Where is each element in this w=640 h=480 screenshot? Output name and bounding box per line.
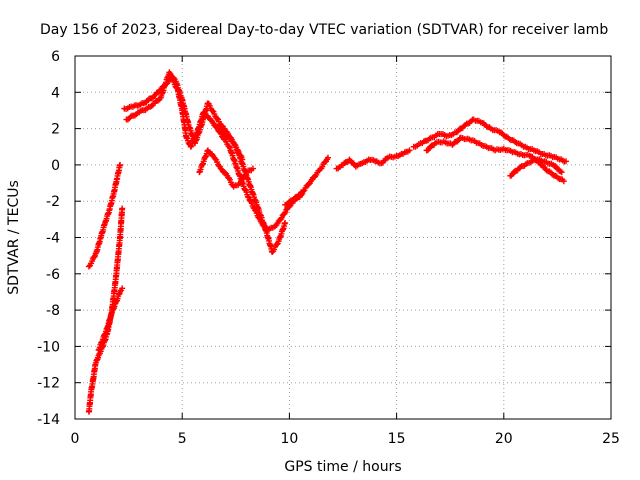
data-point [237,180,244,187]
y-tick-label: -6 [46,267,60,283]
y-tick-label: -8 [46,303,60,319]
y-tick-label: -2 [46,194,60,210]
data-point-interp [244,193,251,200]
x-tick-label: 5 [178,431,187,447]
series-arc-gap [333,147,413,172]
data-point-interp [214,115,221,122]
x-axis-title: GPS time / hours [284,459,401,475]
series-arc-mid [282,154,331,208]
series-arc-late-b [423,134,567,185]
x-tick-label: 10 [280,431,298,447]
y-tick-label: -4 [46,231,60,247]
data-point [119,285,126,292]
x-tick-label: 15 [388,431,406,447]
data-point [239,156,246,163]
data-point [562,158,569,165]
data-point-interp [454,138,461,145]
data-point [183,134,190,141]
data-point-interp [209,107,216,114]
y-tick-label: -14 [37,412,60,428]
series-arc-early-1 [85,161,124,270]
x-tick-label: 20 [495,431,513,447]
y-axis-title: SDTVAR / TECUs [6,180,22,295]
series-arc-late-c [507,156,565,179]
y-tick-label: 6 [51,49,60,65]
data-point [85,263,92,270]
data-point-interp [383,155,390,162]
series-arc-early-3 [95,285,126,354]
data-point [282,219,289,226]
data-point [119,205,126,212]
data-points [85,69,569,415]
data-point-interp [557,168,564,175]
data-point-interp [219,127,226,134]
series-arc-main-c [196,147,256,190]
data-point [324,154,331,161]
series-arc-late-a [410,116,569,165]
x-tick-label: 0 [71,431,80,447]
data-point [249,165,256,172]
x-tick-label: 25 [602,431,620,447]
data-point-interp [212,155,219,162]
data-point-interp [300,188,307,195]
y-tick-label: 0 [51,158,60,174]
axis-ticks: 0 5 10 15 20 25 -14 -12 -10 -8 -6 -4 -2 0 2 4 6 [37,49,620,447]
data-point [117,161,124,168]
data-point-interp [91,253,98,260]
data-point [406,147,413,154]
data-point-interp [273,241,280,248]
chart-title: Day 156 of 2023, Sidereal Day-to-day VTE… [40,22,608,38]
data-point [558,169,565,176]
data-point-interp [552,163,559,170]
y-tick-label: 4 [51,85,60,101]
data-point [560,178,567,185]
y-tick-label: 2 [51,122,60,138]
data-point [217,165,224,172]
y-tick-label: -10 [37,339,60,355]
series-arc-main-d [211,121,246,163]
y-tick-label: -12 [37,376,60,392]
